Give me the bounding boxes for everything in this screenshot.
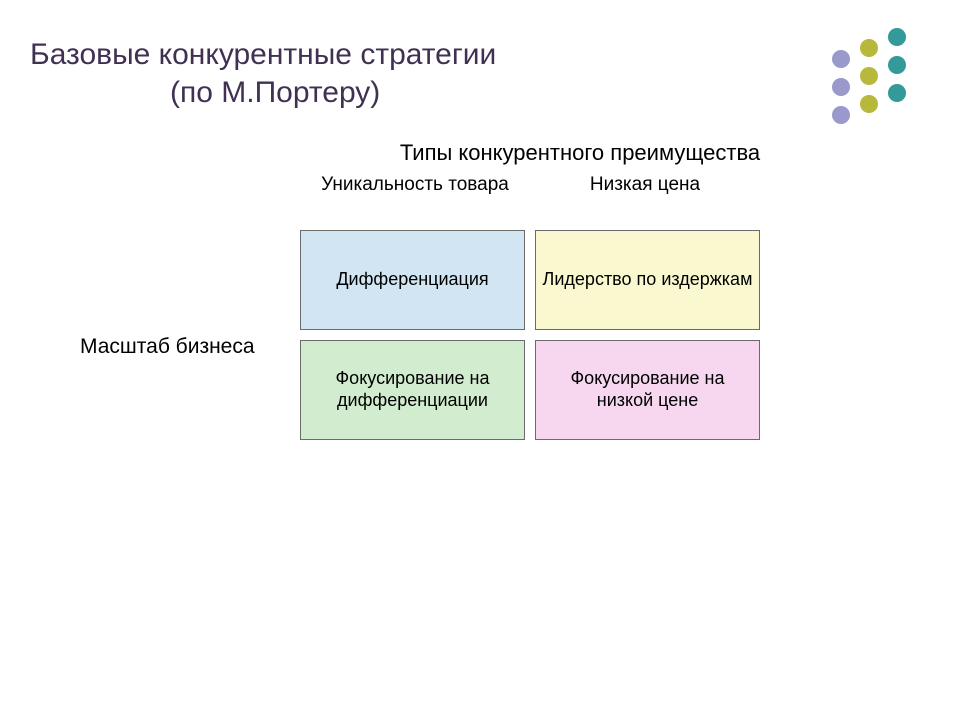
dot-icon xyxy=(860,67,878,85)
dot-icon xyxy=(888,84,906,102)
dot-icon xyxy=(860,39,878,57)
decorative-dots xyxy=(832,28,942,138)
matrix-grid: Дифференциация Лидерство по издержкам Фо… xyxy=(300,230,760,450)
dot-icon xyxy=(832,50,850,68)
column-headers: Уникальность товара Низкая цена xyxy=(300,174,760,196)
cell-focus-low-price: Фокусирование на низкой цене xyxy=(535,340,760,440)
dot-icon xyxy=(888,56,906,74)
dot-icon xyxy=(888,28,906,46)
dot-icon xyxy=(832,78,850,96)
dot-icon xyxy=(860,95,878,113)
slide-title: Базовые конкурентные стратегии (по М.Пор… xyxy=(30,36,496,111)
col-header-uniqueness: Уникальность товара xyxy=(300,174,530,196)
title-line-1: Базовые конкурентные стратегии xyxy=(30,36,496,74)
porter-matrix: Типы конкурентного преимущества Уникальн… xyxy=(80,140,880,196)
matrix-row-bottom: Фокусирование на дифференциации Фокусиро… xyxy=(300,340,760,440)
cell-differentiation: Дифференциация xyxy=(300,230,525,330)
dot-icon xyxy=(832,106,850,124)
cell-focus-differentiation: Фокусирование на дифференциации xyxy=(300,340,525,440)
matrix-row-top: Дифференциация Лидерство по издержкам xyxy=(300,230,760,330)
title-line-2: (по М.Портеру) xyxy=(30,74,496,112)
cell-cost-leadership: Лидерство по издержкам xyxy=(535,230,760,330)
top-axis-label: Типы конкурентного преимущества xyxy=(280,140,880,166)
col-header-low-price: Низкая цена xyxy=(530,174,760,196)
left-axis-label: Масштаб бизнеса xyxy=(80,335,295,359)
